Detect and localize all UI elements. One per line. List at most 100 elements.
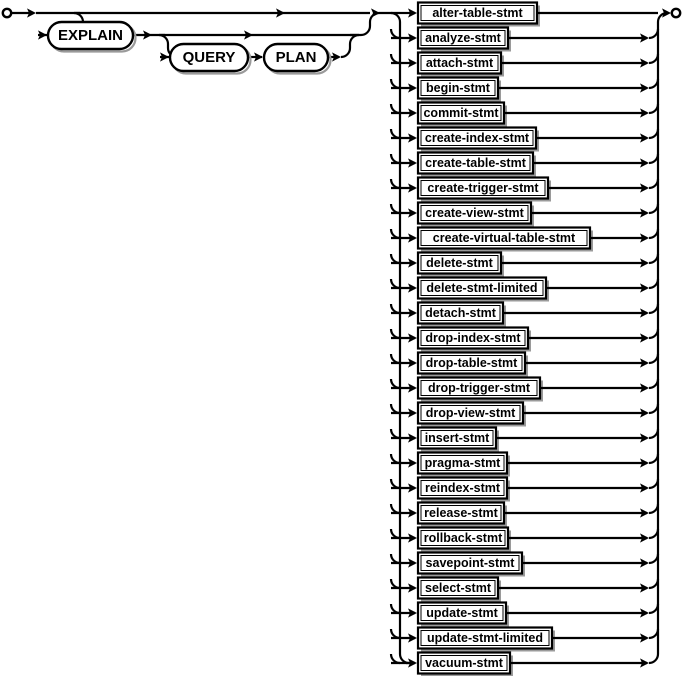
arrowhead-icon [408, 408, 417, 418]
arrowhead-icon [408, 433, 417, 443]
keyword-capsule-group: QUERY [168, 42, 252, 75]
arrowhead-icon [408, 333, 417, 343]
statement-box-inner-edge [420, 605, 504, 621]
statement-row: savepoint-stmt [389, 551, 660, 577]
statement-box-inner-edge [420, 180, 546, 196]
statement-box-inner-edge [420, 405, 521, 421]
statement-label: drop-index-stmt [425, 331, 521, 345]
arrowhead-icon [640, 33, 649, 43]
statement-label: select-stmt [425, 581, 492, 595]
row-exit-curve [648, 253, 660, 265]
statement-label: rollback-stmt [424, 531, 503, 545]
row-entry-curve [389, 53, 401, 65]
arrowhead-icon [640, 483, 649, 493]
statement-label: pragma-stmt [425, 456, 502, 470]
keyword-capsule[interactable] [262, 42, 330, 73]
keyword-capsule[interactable] [168, 42, 250, 73]
statement-row: drop-trigger-stmt [389, 376, 660, 402]
statement-label: analyze-stmt [425, 31, 502, 45]
statement-box-inner-edge [420, 280, 544, 296]
row-exit-curve [648, 53, 660, 65]
statement-box-inner-edge [420, 305, 501, 321]
end-terminator-circle [670, 7, 682, 19]
row-entry-curve [389, 28, 401, 40]
row-exit-curve [648, 428, 660, 440]
statement-label: drop-table-stmt [426, 356, 519, 370]
statement-row: analyze-stmt [389, 26, 660, 52]
arrowhead-icon [408, 633, 417, 643]
row-exit-curve [648, 353, 660, 365]
row-entry-curve [389, 103, 401, 115]
statement-box-inner-edge [420, 380, 538, 396]
arrowhead-icon [408, 608, 417, 618]
keyword-label: PLAN [276, 49, 317, 66]
statement-box-inner-edge [420, 80, 496, 96]
arrowhead-icon [408, 308, 417, 318]
arrowhead-icon [408, 33, 417, 43]
row-entry-curve [389, 328, 401, 340]
statement-rows-group: alter-table-stmt analyze-stmt attach-stmt b… [389, 1, 660, 676]
arrowhead-icon [640, 458, 649, 468]
row-entry-curve [389, 353, 401, 365]
arrowhead-icon [640, 658, 649, 668]
arrowhead-icon [408, 508, 417, 518]
row-exit-curve [648, 178, 660, 190]
statement-box-inner-edge [420, 630, 550, 646]
statement-label: attach-stmt [426, 56, 494, 70]
row-entry-curve [389, 153, 401, 165]
statement-row: detach-stmt [389, 301, 660, 327]
statement-row: create-trigger-stmt [389, 176, 660, 202]
row-exit-curve [648, 128, 660, 140]
arrowhead-icon [408, 158, 417, 168]
statement-box-inner-edge [420, 580, 496, 596]
row-entry-curve [389, 303, 401, 315]
statement-row: begin-stmt [389, 76, 660, 102]
arrowhead-icon [640, 283, 649, 293]
arrowhead-icon [640, 508, 649, 518]
arrowhead-icon [640, 333, 649, 343]
statement-label: insert-stmt [425, 431, 490, 445]
statement-label: create-index-stmt [425, 131, 530, 145]
statement-box-inner-edge [420, 30, 506, 46]
start-terminator-circle [1, 7, 13, 19]
arrowhead-icon [38, 30, 47, 40]
arrowhead-icon [640, 308, 649, 318]
arrowhead-icon [408, 658, 417, 668]
row-exit-curve [648, 278, 660, 290]
row-exit-curve [648, 303, 660, 315]
statement-row: delete-stmt [389, 251, 660, 277]
arrowhead-icon [408, 183, 417, 193]
row-exit-curve [648, 503, 660, 515]
keyword-capsule-group: PLAN [262, 42, 332, 75]
statement-row: select-stmt [389, 576, 660, 602]
statement-box-inner-edge [420, 230, 588, 246]
row-entry-curve [389, 578, 401, 590]
arrowhead-icon [640, 583, 649, 593]
keyword-label: QUERY [183, 49, 236, 66]
arrowhead-icon [640, 383, 649, 393]
arrowhead-icon [408, 283, 417, 293]
row-exit-curve [648, 478, 660, 490]
statement-label: update-stmt [426, 606, 498, 620]
statement-label: savepoint-stmt [426, 556, 516, 570]
statement-row: pragma-stmt [389, 451, 660, 477]
statement-box-inner-edge [420, 505, 502, 521]
statement-label: drop-view-stmt [426, 406, 516, 420]
statement-row: attach-stmt [389, 51, 660, 77]
arrowhead-icon [640, 358, 649, 368]
keyword-capsule[interactable] [46, 20, 135, 51]
statement-box-inner-edge [420, 5, 535, 21]
statement-row: commit-stmt [389, 101, 660, 127]
statement-label: alter-table-stmt [432, 6, 523, 20]
statement-label: begin-stmt [426, 81, 491, 95]
arrowhead-icon [640, 533, 649, 543]
arrowhead-icon [640, 258, 649, 268]
row-exit-curve [648, 553, 660, 565]
statement-label: delete-stmt [426, 256, 494, 270]
arrowhead-icon [408, 233, 417, 243]
row-exit-curve [648, 578, 660, 590]
statement-row: update-stmt-limited [389, 626, 660, 652]
statement-row: drop-view-stmt [389, 401, 660, 427]
arrowhead-icon [408, 583, 417, 593]
